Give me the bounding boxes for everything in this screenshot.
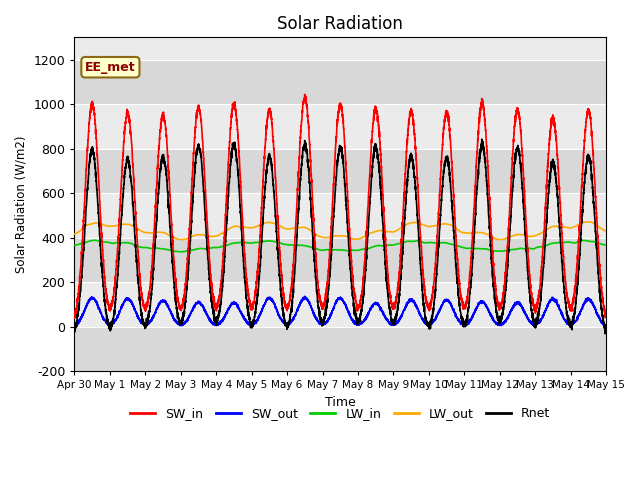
Bar — [74, 104, 606, 149]
LW_in — [602, 242, 609, 248]
SW_out — [321, 321, 328, 326]
Line: Rnet: Rnet — [74, 139, 606, 334]
Rnet — [321, 319, 328, 324]
Rnet — [602, 331, 609, 336]
SW_in — [430, 280, 438, 286]
Rnet — [490, 284, 497, 290]
LW_in — [490, 248, 497, 254]
SW_in — [602, 311, 609, 317]
Rnet — [602, 326, 610, 332]
Title: Solar Radiation: Solar Radiation — [277, 15, 403, 33]
LW_out — [602, 228, 610, 234]
LW_in — [460, 245, 467, 251]
SW_out — [166, 308, 174, 314]
SW_out — [490, 317, 497, 323]
SW_out — [301, 293, 308, 299]
Bar — [74, 149, 606, 193]
Y-axis label: Solar Radiation (W/m2): Solar Radiation (W/m2) — [15, 135, 28, 273]
Rnet — [478, 136, 486, 142]
SW_out — [460, 324, 468, 329]
Line: SW_out: SW_out — [74, 296, 606, 326]
Bar — [74, 60, 606, 104]
SW_in — [70, 315, 78, 321]
LW_in — [602, 242, 610, 248]
SW_out — [602, 322, 610, 328]
Line: LW_in: LW_in — [74, 240, 606, 252]
LW_out — [460, 230, 467, 236]
LW_in — [70, 242, 78, 248]
Bar — [74, 238, 606, 282]
LW_out — [321, 235, 328, 240]
LW_in — [178, 249, 186, 255]
Bar — [74, 282, 606, 326]
LW_in — [90, 238, 98, 243]
SW_out — [70, 322, 78, 327]
LW_out — [490, 235, 497, 240]
Rnet — [602, 329, 609, 335]
LW_out — [177, 237, 185, 242]
Bar — [74, 326, 606, 371]
LW_in — [430, 240, 438, 246]
SW_out — [430, 318, 438, 324]
SW_in — [301, 92, 308, 97]
SW_in — [166, 193, 174, 199]
SW_in — [602, 311, 610, 317]
Rnet — [166, 223, 174, 229]
Line: LW_out: LW_out — [74, 222, 606, 240]
LW_out — [585, 219, 593, 225]
LW_in — [166, 247, 174, 253]
Bar — [74, 193, 606, 238]
Line: SW_in: SW_in — [74, 95, 606, 318]
SW_in — [460, 306, 467, 312]
Rnet — [430, 304, 438, 310]
SW_out — [602, 323, 609, 328]
X-axis label: Time: Time — [325, 396, 356, 408]
SW_in — [321, 301, 328, 307]
Text: EE_met: EE_met — [85, 60, 136, 74]
Rnet — [460, 323, 467, 329]
LW_out — [166, 233, 174, 239]
LW_in — [321, 247, 328, 253]
Rnet — [70, 329, 78, 335]
SW_in — [490, 263, 497, 268]
LW_out — [602, 228, 609, 234]
SW_out — [460, 322, 467, 327]
LW_out — [430, 223, 438, 228]
LW_out — [70, 231, 78, 237]
Legend: SW_in, SW_out, LW_in, LW_out, Rnet: SW_in, SW_out, LW_in, LW_out, Rnet — [125, 402, 556, 425]
